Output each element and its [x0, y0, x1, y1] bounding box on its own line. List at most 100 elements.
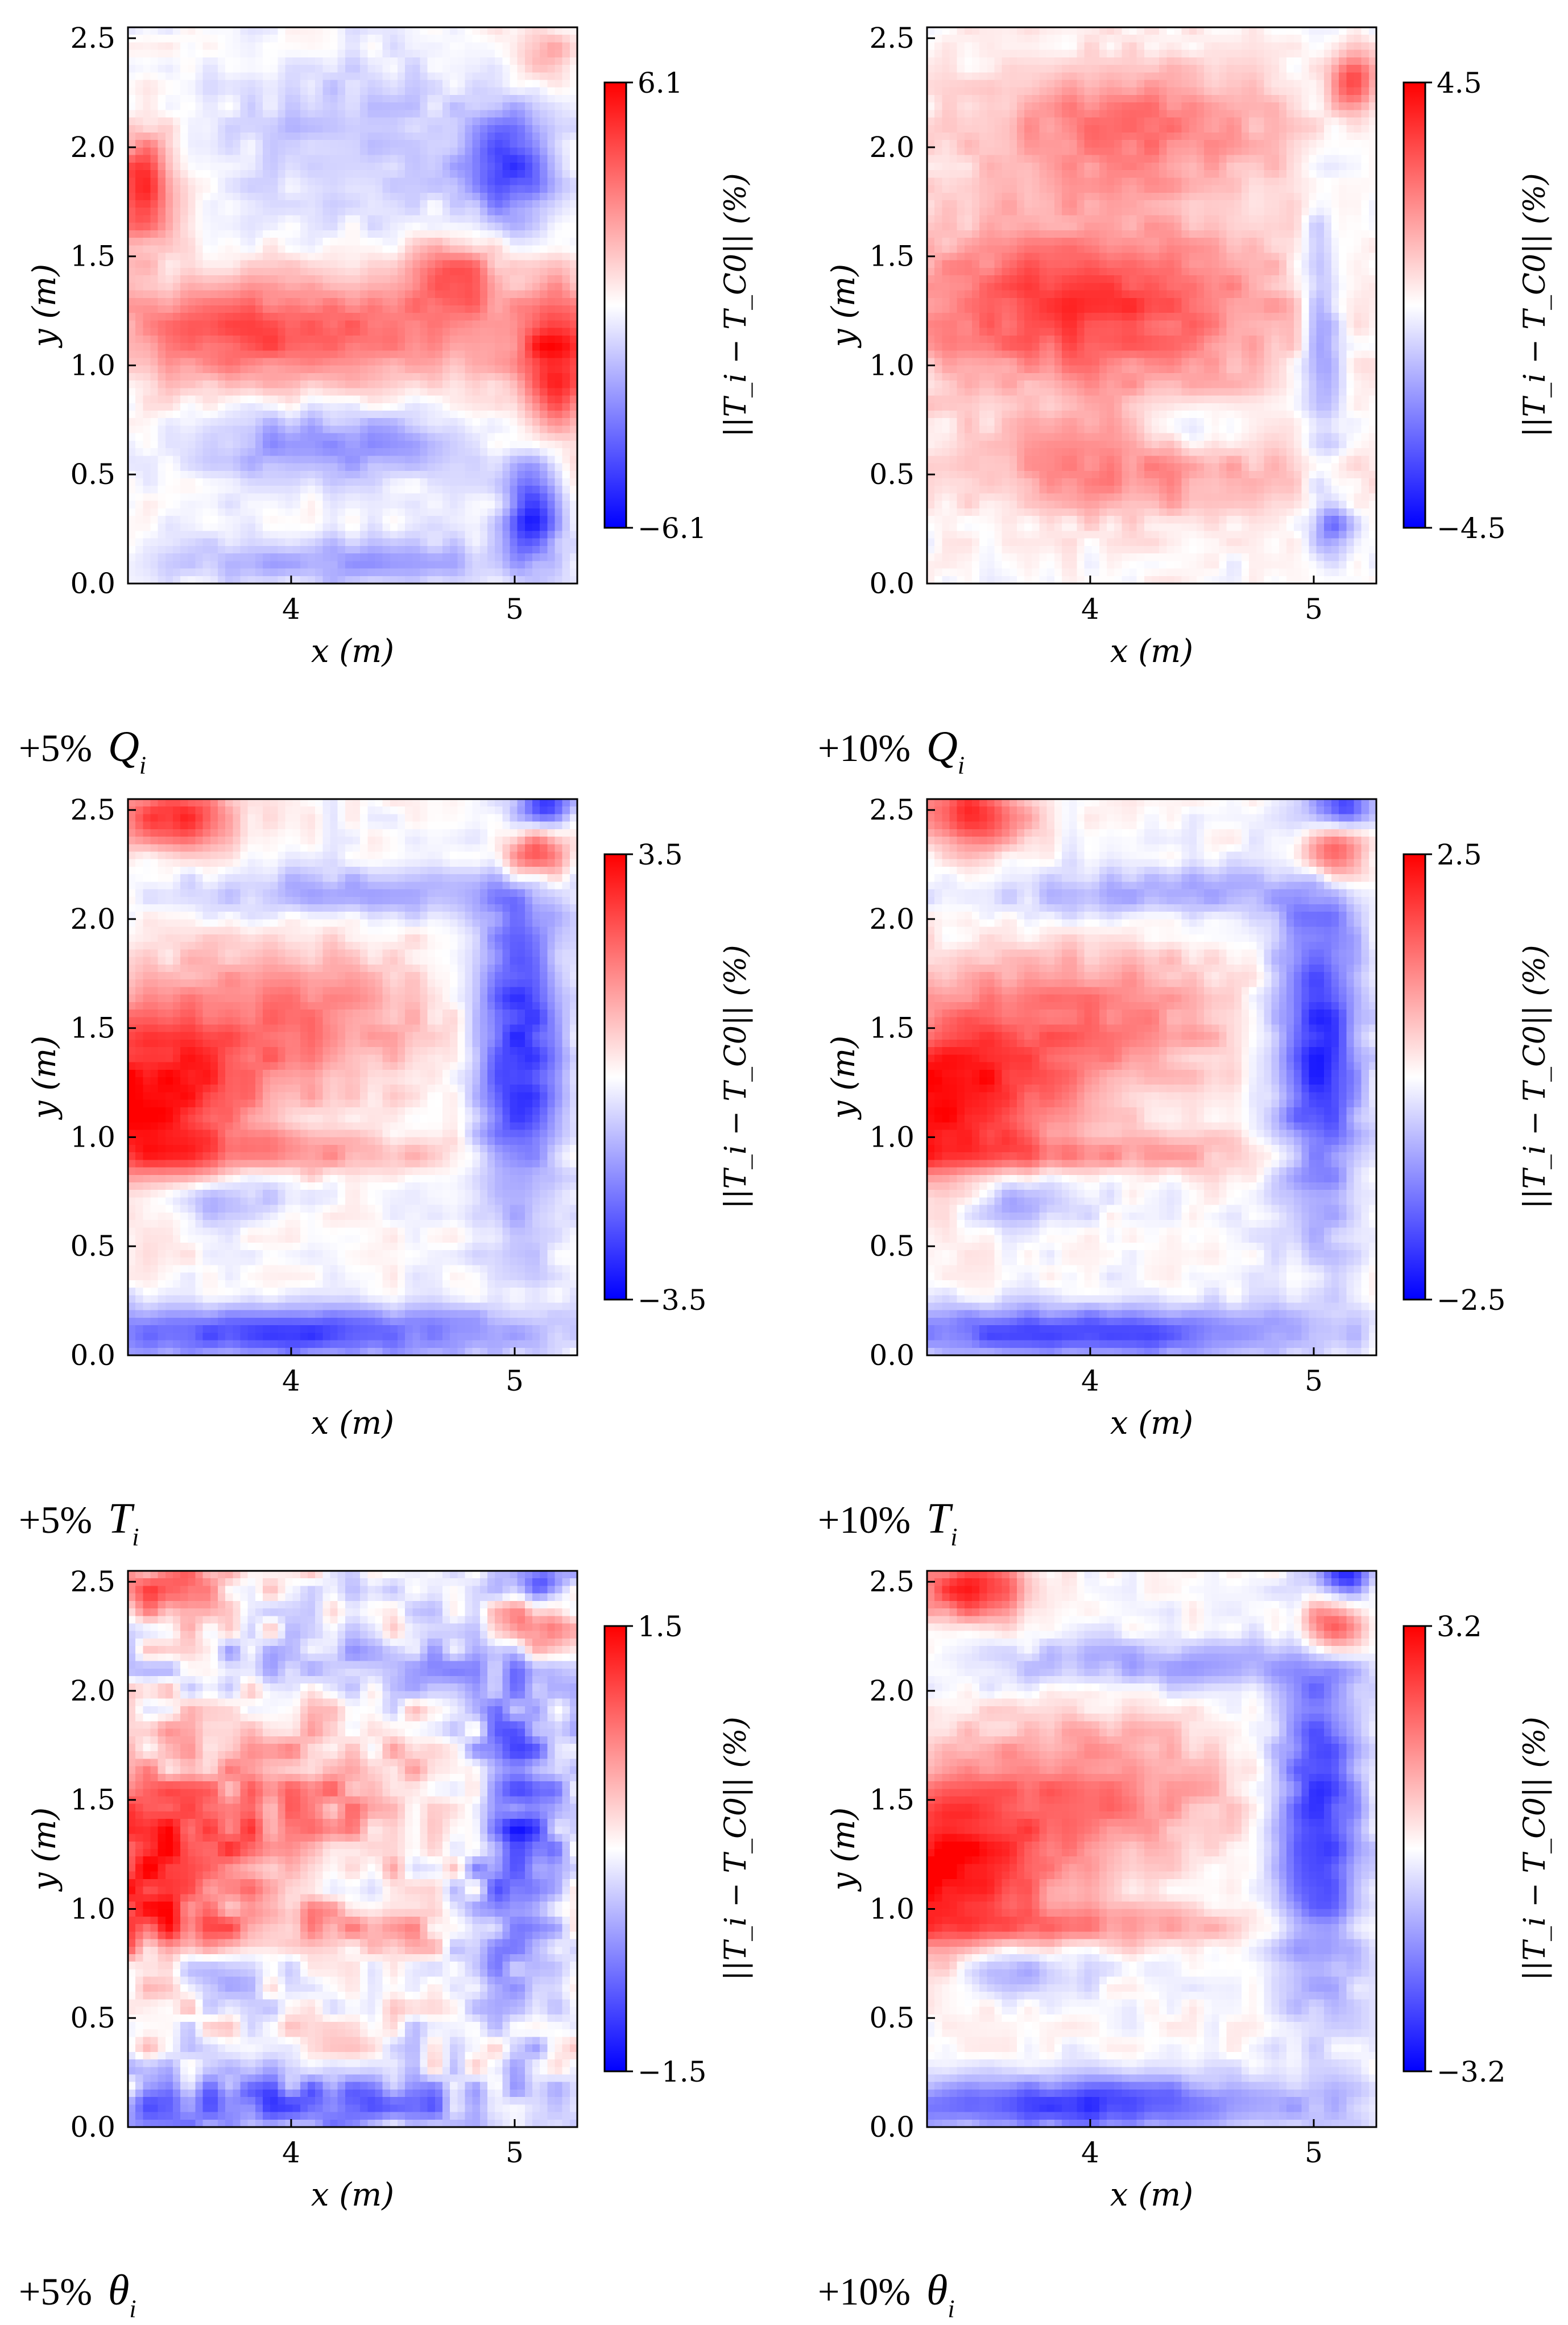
heatmap-cell: [398, 545, 406, 554]
heatmap-cell: [502, 200, 511, 208]
heatmap-cell: [292, 373, 301, 381]
heatmap-cell: [300, 140, 308, 148]
heatmap-cell: [180, 147, 188, 156]
heatmap-cell: [270, 125, 278, 133]
heatmap-cell: [270, 456, 278, 464]
heatmap-cell: [487, 380, 495, 388]
heatmap-cell: [300, 320, 308, 329]
heatmap-cell: [292, 456, 301, 464]
heatmap-cell: [143, 523, 151, 532]
heatmap-cell: [240, 343, 249, 351]
heatmap-cell: [150, 185, 159, 193]
heatmap-cell: [315, 448, 323, 456]
heatmap-cell: [949, 155, 958, 163]
heatmap-cell: [270, 418, 278, 427]
heatmap-cell: [517, 72, 526, 81]
heatmap-cell: [569, 222, 578, 231]
heatmap-cell: [308, 523, 316, 532]
heatmap-cell: [195, 403, 204, 411]
heatmap-cell: [412, 125, 421, 133]
heatmap-cell: [427, 275, 436, 283]
heatmap-cell: [510, 65, 518, 73]
heatmap-cell: [442, 177, 450, 186]
heatmap-cell: [195, 313, 204, 321]
heatmap-cell: [270, 275, 278, 283]
heatmap-cell: [135, 328, 143, 336]
heatmap-cell: [195, 500, 204, 509]
heatmap-cell: [225, 185, 233, 193]
heatmap-cell: [457, 290, 466, 299]
heatmap-cell: [942, 380, 950, 388]
heatmap-cell: [367, 335, 376, 344]
heatmap-cell: [135, 500, 143, 509]
heatmap-cell: [360, 328, 368, 336]
heatmap-cell: [420, 170, 428, 178]
heatmap-cell: [934, 147, 942, 156]
heatmap-cell: [128, 155, 136, 163]
heatmap-cell: [450, 335, 458, 344]
heatmap-cell: [173, 411, 181, 419]
heatmap-cell: [420, 493, 428, 502]
heatmap-cell: [158, 49, 166, 58]
heatmap-cell: [390, 493, 398, 502]
plot-frame: [127, 26, 578, 585]
heatmap-cell: [308, 42, 316, 51]
heatmap-cell: [398, 553, 406, 561]
heatmap-cell: [337, 456, 346, 464]
heatmap-cell: [442, 57, 450, 65]
heatmap-cell: [210, 133, 218, 140]
heatmap-cell: [942, 117, 950, 126]
heatmap-cell: [457, 110, 466, 118]
heatmap-cell: [337, 238, 346, 246]
heatmap-cell: [255, 238, 263, 246]
heatmap-cell: [135, 576, 143, 584]
heatmap-cell: [188, 65, 196, 73]
heatmap-cell: [457, 260, 466, 268]
heatmap-cell: [165, 94, 173, 103]
heatmap-cell: [278, 508, 286, 516]
heatmap-cell: [270, 561, 278, 569]
heatmap-cell: [353, 222, 361, 231]
heatmap-cell: [180, 253, 188, 261]
heatmap-cell: [405, 192, 413, 201]
heatmap-cell: [569, 275, 578, 283]
heatmap-cell: [218, 177, 226, 186]
heatmap-cell: [180, 545, 188, 554]
heatmap-cell: [360, 553, 368, 561]
heatmap-cell: [465, 110, 473, 118]
heatmap-cell: [442, 538, 450, 547]
heatmap-cell: [949, 215, 958, 224]
heatmap-cell: [390, 87, 398, 96]
heatmap-cell: [337, 27, 346, 35]
heatmap-cell: [135, 238, 143, 246]
heatmap-cell: [934, 200, 942, 208]
heatmap-cell: [435, 328, 443, 336]
heatmap-cell: [255, 508, 263, 516]
heatmap-cell: [972, 253, 980, 261]
heatmap-cell: [524, 568, 533, 577]
heatmap-cell: [524, 411, 533, 419]
heatmap-cell: [263, 275, 271, 283]
heatmap-cell: [927, 208, 935, 216]
heatmap-cell: [367, 508, 376, 516]
heatmap-cell: [569, 508, 578, 516]
heatmap-cell: [188, 388, 196, 396]
heatmap-cell: [300, 80, 308, 88]
heatmap-cell: [255, 35, 263, 43]
heatmap-cell: [949, 328, 958, 336]
heatmap-cell: [390, 463, 398, 471]
heatmap-cell: [427, 283, 436, 291]
heatmap-cell: [210, 275, 218, 283]
heatmap-cell: [382, 155, 391, 163]
heatmap-cell: [532, 508, 540, 516]
heatmap-cell: [195, 493, 204, 502]
heatmap-cell: [322, 440, 331, 449]
heatmap-cell: [964, 403, 973, 411]
heatmap-cell: [315, 102, 323, 110]
heatmap-cell: [255, 395, 263, 404]
heatmap-cell: [337, 87, 346, 96]
heatmap-cell: [188, 57, 196, 65]
heatmap-cell: [465, 395, 473, 404]
heatmap-cell: [934, 568, 942, 577]
heatmap-cell: [345, 177, 353, 186]
